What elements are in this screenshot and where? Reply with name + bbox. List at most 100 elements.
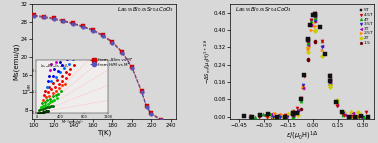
5T: [274, 115, 280, 118]
5T: [307, 23, 313, 26]
4T: [294, 111, 300, 113]
4.5T: [282, 114, 288, 116]
3.5T: [346, 115, 352, 118]
3T: [350, 112, 356, 114]
5T: [345, 115, 352, 118]
Point: [41, 16, 47, 19]
Point: [60, 19, 67, 22]
4.5T: [349, 115, 355, 117]
Point: [144, 105, 150, 108]
3.5T: [327, 80, 333, 82]
2.5T: [327, 80, 333, 82]
2T: [348, 111, 354, 114]
2.5T: [290, 115, 296, 118]
3T: [342, 113, 349, 116]
Point: [80, 25, 86, 27]
2T: [312, 29, 318, 31]
5T: [294, 112, 300, 114]
2.5T: [284, 114, 290, 116]
4T: [354, 115, 360, 117]
1.5: [247, 115, 253, 118]
2T: [270, 115, 276, 118]
3.5T: [308, 19, 314, 21]
3.5T: [340, 112, 346, 114]
4T: [290, 111, 296, 113]
3.5T: [312, 20, 318, 23]
4.5T: [308, 19, 314, 21]
4T: [333, 100, 339, 103]
4T: [305, 40, 311, 43]
5T: [241, 115, 247, 117]
3.5T: [359, 115, 366, 118]
3T: [312, 16, 318, 19]
Point: [168, 121, 174, 123]
3T: [319, 45, 325, 47]
Point: [31, 15, 37, 17]
3T: [300, 87, 306, 90]
5T: [358, 115, 364, 117]
5T: [305, 37, 311, 40]
2T: [285, 113, 291, 115]
2T: [305, 46, 311, 48]
3.5T: [257, 115, 263, 118]
2.5T: [272, 112, 278, 115]
3T: [305, 44, 311, 46]
5T: [298, 98, 304, 101]
4.5T: [305, 39, 311, 42]
4.5T: [273, 115, 279, 118]
1.5: [298, 108, 304, 110]
5T: [339, 111, 345, 113]
Text: La$_{0.55}$Bi$_{0.05}$Sr$_{0.4}$CoO$_3$: La$_{0.55}$Bi$_{0.05}$Sr$_{0.4}$CoO$_3$: [235, 5, 292, 14]
Point: [90, 30, 96, 32]
1.5: [305, 59, 311, 61]
5T: [265, 113, 271, 115]
5T: [327, 79, 333, 82]
3.5T: [300, 84, 306, 87]
4.5T: [247, 115, 253, 117]
5T: [312, 13, 318, 15]
3T: [308, 24, 314, 26]
2T: [327, 84, 333, 86]
3T: [295, 109, 301, 111]
1.5: [327, 83, 333, 85]
4T: [347, 115, 353, 118]
Point: [31, 14, 37, 16]
1.5: [305, 58, 311, 61]
Point: [90, 29, 96, 31]
2.5T: [278, 113, 284, 116]
Y-axis label: Ms(emu/g): Ms(emu/g): [13, 43, 20, 80]
2T: [312, 30, 318, 32]
Point: [149, 113, 155, 115]
4T: [341, 114, 347, 117]
4.5T: [334, 104, 340, 107]
2.5T: [300, 85, 306, 87]
3.5T: [290, 114, 296, 116]
5T: [290, 112, 296, 114]
4.5T: [298, 97, 304, 99]
5T: [352, 115, 358, 118]
Point: [168, 122, 174, 124]
5T: [290, 113, 296, 115]
Point: [109, 41, 115, 44]
2.5T: [312, 20, 318, 23]
3.5T: [353, 115, 359, 118]
4.5T: [290, 114, 296, 116]
4.5T: [312, 12, 318, 15]
5T: [282, 115, 288, 118]
3.5T: [295, 110, 301, 113]
2T: [295, 114, 301, 117]
4.5T: [256, 115, 262, 118]
4T: [301, 74, 307, 76]
4.5T: [312, 15, 318, 17]
3.5T: [333, 101, 339, 104]
3T: [260, 114, 266, 116]
2.5T: [341, 113, 347, 115]
5T: [305, 39, 311, 41]
3T: [327, 81, 333, 83]
2T: [319, 55, 325, 57]
4.5T: [305, 38, 311, 40]
Point: [51, 17, 57, 19]
3T: [312, 20, 318, 22]
4T: [283, 115, 289, 118]
X-axis label: $\varepsilon$/(${\mu}_0$H)$^{1/\Delta}$: $\varepsilon$/(${\mu}_0$H)$^{1/\Delta}$: [286, 129, 319, 142]
